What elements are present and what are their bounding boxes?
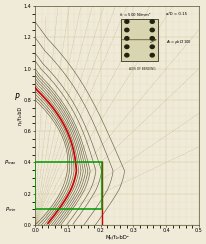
Text: $P$: $P$ xyxy=(14,91,20,102)
Text: $P_{min}$: $P_{min}$ xyxy=(5,205,17,214)
Bar xyxy=(35,163,102,209)
Text: $P_{max}$: $P_{max}$ xyxy=(4,158,17,167)
Y-axis label: nₚ/f₁ₙbD: nₚ/f₁ₙbD xyxy=(17,106,22,125)
X-axis label: Mₚ/f₁ₙbD²: Mₚ/f₁ₙbD² xyxy=(105,235,128,240)
